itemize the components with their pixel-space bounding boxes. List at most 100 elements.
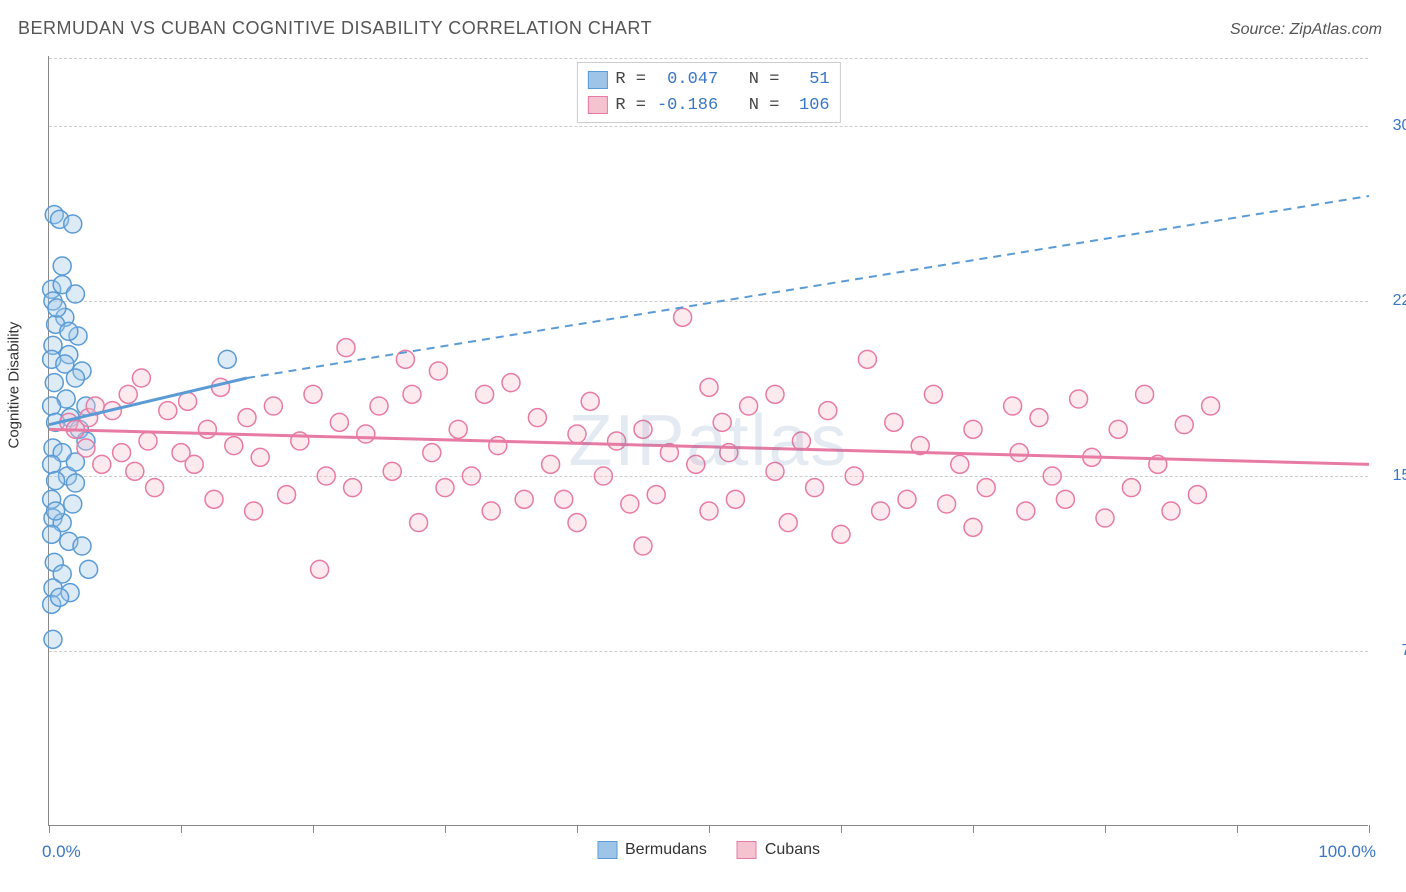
data-point xyxy=(66,285,84,303)
data-point xyxy=(924,385,942,403)
data-point xyxy=(66,474,84,492)
y-tick-label: 30.0% xyxy=(1378,117,1406,135)
data-point xyxy=(700,502,718,520)
data-point xyxy=(357,425,375,443)
data-point xyxy=(47,502,65,520)
x-axis-max: 100.0% xyxy=(1318,842,1376,862)
data-point xyxy=(568,514,586,532)
legend-stat-row: R = 0.047 N = 51 xyxy=(587,67,829,93)
data-point xyxy=(713,413,731,431)
data-point xyxy=(344,479,362,497)
chart-title: BERMUDAN VS CUBAN COGNITIVE DISABILITY C… xyxy=(18,18,652,39)
x-tick xyxy=(181,825,182,833)
data-point xyxy=(132,369,150,387)
data-point xyxy=(634,537,652,555)
data-point xyxy=(1004,397,1022,415)
data-point xyxy=(621,495,639,513)
data-point xyxy=(410,514,428,532)
x-tick xyxy=(1369,825,1370,833)
data-point xyxy=(205,490,223,508)
y-tick-label: 22.5% xyxy=(1378,292,1406,310)
data-point xyxy=(43,455,61,473)
data-point xyxy=(370,397,388,415)
data-point xyxy=(436,479,454,497)
data-point xyxy=(1056,490,1074,508)
data-point xyxy=(317,467,335,485)
legend-stat-text: R = -0.186 N = 106 xyxy=(615,93,829,119)
data-point xyxy=(476,385,494,403)
data-point xyxy=(647,486,665,504)
data-point xyxy=(60,322,78,340)
data-point xyxy=(429,362,447,380)
data-point xyxy=(245,502,263,520)
data-point xyxy=(1109,420,1127,438)
data-point xyxy=(1122,479,1140,497)
data-point xyxy=(48,299,66,317)
data-point xyxy=(726,490,744,508)
data-point xyxy=(502,374,520,392)
data-point xyxy=(1096,509,1114,527)
data-point xyxy=(1175,416,1193,434)
data-point xyxy=(1202,397,1220,415)
data-point xyxy=(700,378,718,396)
data-point xyxy=(581,392,599,410)
plot-area: ZIPatlas 7.5%15.0%22.5%30.0% R = 0.047 N… xyxy=(48,56,1368,826)
data-point xyxy=(212,378,230,396)
data-point xyxy=(528,409,546,427)
x-tick xyxy=(1237,825,1238,833)
data-point xyxy=(159,402,177,420)
source-label: Source: ZipAtlas.com xyxy=(1230,21,1382,39)
data-point xyxy=(1010,444,1028,462)
legend-stat-row: R = -0.186 N = 106 xyxy=(587,93,829,119)
data-point xyxy=(77,439,95,457)
data-point xyxy=(1030,409,1048,427)
data-point xyxy=(330,413,348,431)
data-point xyxy=(898,490,916,508)
data-point xyxy=(1017,502,1035,520)
data-point xyxy=(872,502,890,520)
data-point xyxy=(64,495,82,513)
regression-line-extrapolated xyxy=(247,196,1369,378)
data-point xyxy=(383,462,401,480)
data-point xyxy=(964,420,982,438)
data-point xyxy=(515,490,533,508)
x-tick xyxy=(973,825,974,833)
data-point xyxy=(806,479,824,497)
data-point xyxy=(779,514,797,532)
data-point xyxy=(845,467,863,485)
data-point xyxy=(819,402,837,420)
x-tick xyxy=(841,825,842,833)
data-point xyxy=(489,437,507,455)
data-point xyxy=(792,432,810,450)
data-point xyxy=(80,560,98,578)
legend-swatch xyxy=(587,71,607,89)
data-point xyxy=(1043,467,1061,485)
data-point xyxy=(687,455,705,473)
data-point xyxy=(51,588,69,606)
data-point xyxy=(964,518,982,536)
data-point xyxy=(264,397,282,415)
data-point xyxy=(403,385,421,403)
data-point xyxy=(832,525,850,543)
data-point xyxy=(462,467,480,485)
x-axis-min: 0.0% xyxy=(42,842,81,862)
legend-swatch xyxy=(587,96,607,114)
data-point xyxy=(43,525,61,543)
data-point xyxy=(1136,385,1154,403)
data-point xyxy=(634,420,652,438)
data-point xyxy=(43,397,61,415)
data-point xyxy=(482,502,500,520)
data-point xyxy=(238,409,256,427)
data-point xyxy=(594,467,612,485)
y-tick-label: 15.0% xyxy=(1378,467,1406,485)
legend-stat-text: R = 0.047 N = 51 xyxy=(615,67,829,93)
data-point xyxy=(766,385,784,403)
data-point xyxy=(1162,502,1180,520)
data-point xyxy=(93,455,111,473)
data-point xyxy=(113,444,131,462)
data-point xyxy=(225,437,243,455)
data-point xyxy=(119,385,137,403)
data-point xyxy=(674,308,692,326)
data-point xyxy=(139,432,157,450)
data-point xyxy=(423,444,441,462)
